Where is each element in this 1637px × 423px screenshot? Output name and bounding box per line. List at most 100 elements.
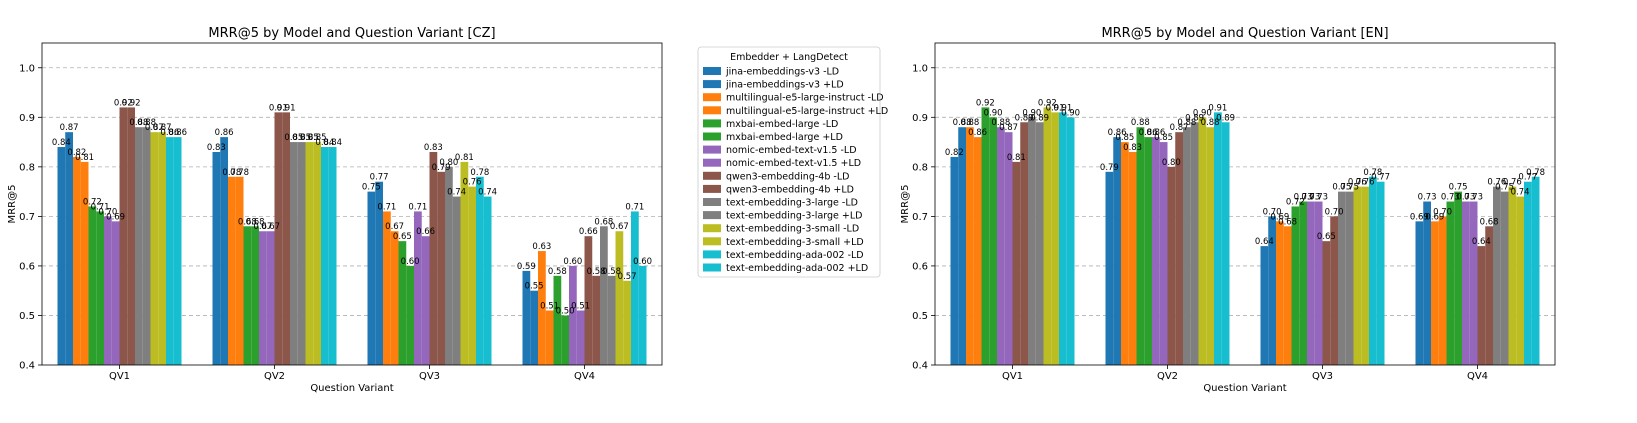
bar-value-label: 0.70 <box>1263 207 1282 217</box>
bar-value-label: 0.80 <box>439 158 458 168</box>
bar <box>274 112 283 365</box>
bar <box>1369 176 1377 365</box>
legend-swatch <box>703 80 721 89</box>
bar-value-label: 0.58 <box>548 267 567 277</box>
bar <box>1190 122 1199 365</box>
bar-value-label: 0.66 <box>579 227 598 237</box>
bar-value-label: 0.91 <box>1053 103 1072 113</box>
bar <box>220 137 228 365</box>
bar-value-label: 0.92 <box>1038 98 1057 108</box>
bar <box>1051 112 1059 365</box>
bar-value-label: 0.75 <box>1495 183 1514 193</box>
y-tick-label: 0.7 <box>19 212 35 223</box>
bar-value-label: 0.68 <box>1480 217 1499 227</box>
bar-value-label: 0.91 <box>277 103 296 113</box>
legend-swatch <box>703 250 721 259</box>
bar-value-label: 0.74 <box>1511 188 1530 198</box>
bar-value-label: 0.65 <box>1317 232 1336 242</box>
bar <box>1291 206 1300 365</box>
bar-value-label: 0.73 <box>1301 193 1320 203</box>
bar-value-label: 0.75 <box>1449 183 1468 193</box>
bar-value-label: 0.65 <box>393 232 412 242</box>
bar <box>1330 216 1338 365</box>
bar-value-label: 0.82 <box>945 148 964 158</box>
bar-value-label: 0.67 <box>253 222 272 232</box>
bar-value-label: 0.78 <box>222 168 241 178</box>
bar <box>530 290 538 365</box>
bar-value-label: 0.87 <box>999 123 1018 133</box>
bar-value-label: 0.86 <box>168 128 187 138</box>
bar-value-label: 0.89 <box>1030 113 1049 123</box>
bar <box>390 231 399 365</box>
bar-value-label: 0.58 <box>602 267 621 277</box>
bar <box>1299 201 1307 365</box>
bar <box>638 265 647 365</box>
x-tick-label: QV2 <box>1157 371 1178 382</box>
y-tick-label: 1.0 <box>19 63 35 74</box>
bar-value-label: 0.70 <box>1433 207 1452 217</box>
bar-value-label: 0.69 <box>1425 212 1444 222</box>
plot-frame <box>934 42 1556 366</box>
bar-value-label: 0.69 <box>1410 212 1429 222</box>
legend-entry: jina-embeddings-v3 +LD <box>725 80 844 91</box>
legend-entry: qwen3-embedding-4b +LD <box>726 184 854 195</box>
chart-cz: 0.4 0.5 0.6 0.7 0.8 0.9 1.0 0.84 0.83 0.75 0.59 0.8… <box>7 26 663 394</box>
bar-value-label: 0.90 <box>1193 108 1212 118</box>
bar <box>1260 246 1269 365</box>
legend-title: Embedder + LangDetect <box>730 52 848 63</box>
legend-entry: text-embedding-3-large +LD <box>726 211 862 222</box>
bar <box>553 275 562 365</box>
legend-entry: text-embedding-3-small +LD <box>726 237 864 248</box>
bar <box>1500 191 1509 365</box>
bar-value-label: 0.60 <box>633 257 652 267</box>
bar-value-label: 0.85 <box>292 133 311 143</box>
bar-value-label: 0.72 <box>1286 197 1305 207</box>
bar-value-label: 0.70 <box>1325 207 1344 217</box>
x-tick-label: QV1 <box>1002 371 1023 382</box>
bar <box>158 132 166 365</box>
bar-value-label: 0.85 <box>300 133 319 143</box>
bar-value-label: 0.85 <box>1154 133 1173 143</box>
bar <box>1214 112 1222 365</box>
bar <box>119 107 128 366</box>
bar <box>1221 122 1230 365</box>
bar <box>383 211 391 365</box>
x-tick-label: QV4 <box>574 371 595 382</box>
bar-value-label: 0.73 <box>1464 193 1483 203</box>
legend-entry: multilingual-e5-large-instruct -LD <box>726 93 884 104</box>
bar <box>282 112 290 365</box>
bar <box>592 275 600 365</box>
bar <box>290 142 298 365</box>
bar-value-label: 0.76 <box>1348 178 1367 188</box>
bar <box>104 216 112 365</box>
bar <box>997 127 1005 365</box>
bar-value-label: 0.87 <box>153 123 172 133</box>
legend: Embedder + LangDetect jina-embeddings-v3 … <box>697 46 888 278</box>
bar-value-label: 0.86 <box>1139 128 1158 138</box>
chart-title: MRR@5 by Model and Question Variant [CZ] <box>208 26 495 41</box>
bar <box>545 310 554 365</box>
y-tick-label: 0.4 <box>19 361 35 372</box>
bar <box>251 226 259 365</box>
bar <box>328 147 337 365</box>
legend-swatch <box>703 93 721 102</box>
bar <box>1438 216 1447 365</box>
bar <box>127 107 135 366</box>
y-tick-label: 0.7 <box>912 212 928 223</box>
bar <box>166 137 174 365</box>
y-tick-label: 0.5 <box>912 311 928 322</box>
bar <box>1043 107 1052 366</box>
bar <box>305 142 314 365</box>
bar-value-label: 0.90 <box>1022 108 1041 118</box>
bar-value-label: 0.68 <box>246 217 265 227</box>
bar <box>1198 117 1207 365</box>
bar <box>576 310 585 365</box>
legend-frame <box>697 46 881 278</box>
bar <box>1028 117 1036 365</box>
bar-value-label: 0.89 <box>1185 113 1204 123</box>
bar <box>1121 142 1129 365</box>
bar-value-label: 0.73 <box>1441 193 1460 203</box>
bar <box>1167 166 1176 365</box>
bar <box>476 176 484 365</box>
